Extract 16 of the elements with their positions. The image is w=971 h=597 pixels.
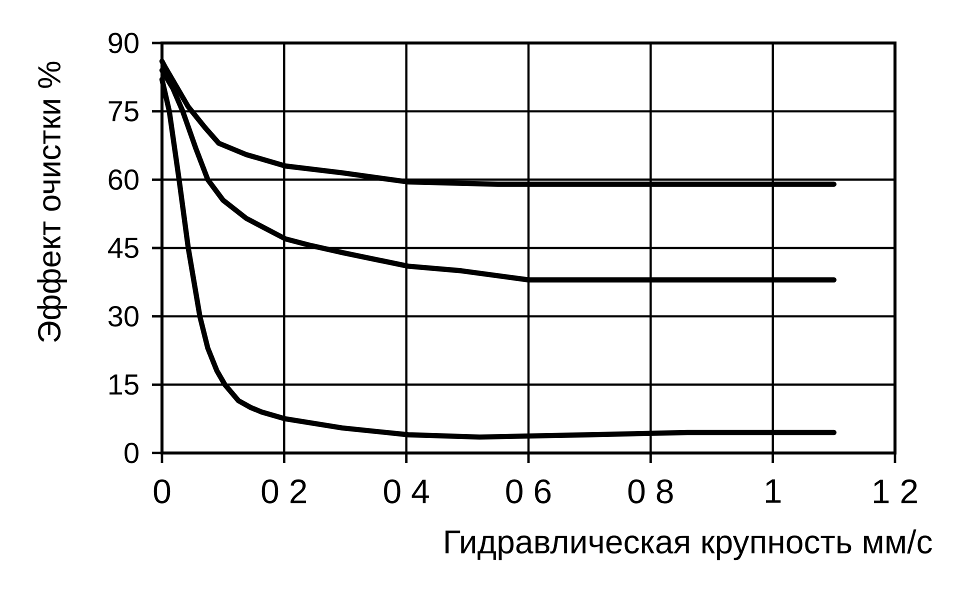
x-tick-label: 1 [766,479,781,503]
y-axis-title: Эффект очистки % [37,62,67,342]
y-tick-label: 60 [108,169,138,190]
y-tick-label: 45 [108,238,138,258]
x-tick-label: 0 8 [628,479,673,504]
x-tick-label: 0 2 [262,479,306,504]
y-tick-label: 15 [110,374,138,395]
x-tick-label: 1 2 [874,479,917,504]
y-tick-label: 75 [108,101,138,122]
y-tick-label: 30 [108,306,138,327]
x-axis-title: Гидравлическая крупность мм/с [446,529,932,560]
x-tick-label: 0 4 [384,479,429,504]
y-tick-label: 90 [108,32,138,54]
x-tick-label: 0 [154,479,170,504]
x-tick-label: 0 6 [506,479,551,504]
y-tick-label: 0 [124,442,138,464]
